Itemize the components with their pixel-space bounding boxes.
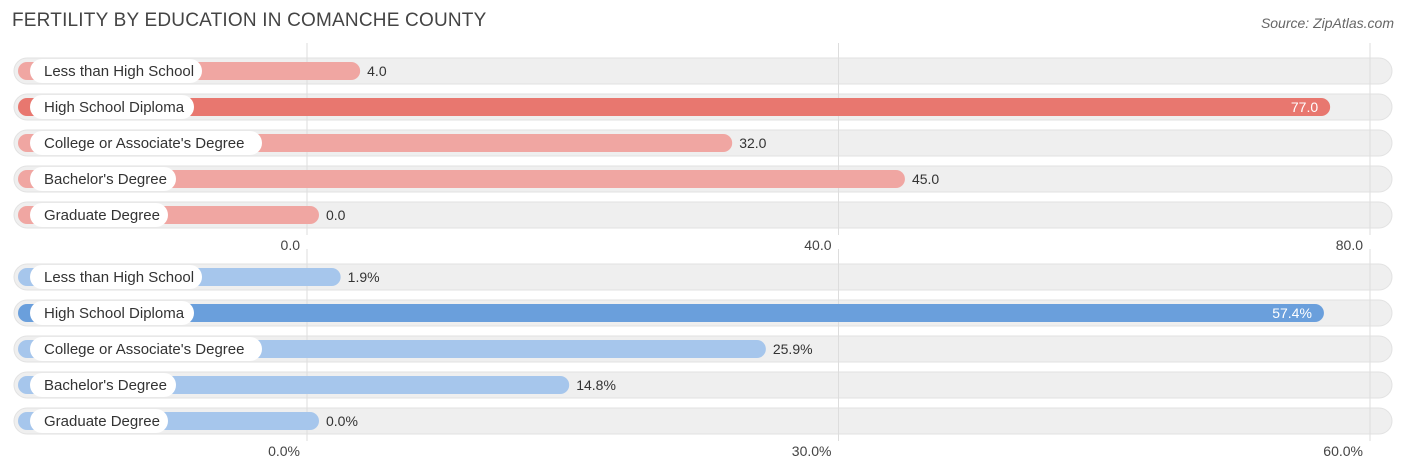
category-label: Bachelor's Degree [44, 171, 167, 188]
bar-track [13, 201, 1393, 229]
tick-label: 60.0% [1323, 443, 1363, 459]
tick-label: 0.0 [281, 237, 301, 253]
category-label-pill [30, 167, 176, 191]
bar [18, 304, 1324, 322]
category-label: High School Diploma [44, 305, 185, 322]
source-label: Source: ZipAtlas.com [1260, 15, 1394, 31]
bar-track [13, 263, 1393, 291]
value-label: 45.0 [912, 171, 939, 187]
category-label: College or Associate's Degree [44, 135, 244, 152]
tick-label: 40.0 [804, 237, 831, 253]
value-label: 1.9% [348, 269, 380, 285]
bar-track [13, 407, 1393, 435]
value-label: 0.0% [326, 413, 358, 429]
category-label-pill [30, 95, 194, 119]
category-label-pill [30, 409, 168, 433]
category-label: Graduate Degree [44, 413, 160, 430]
value-label: 0.0 [326, 207, 346, 223]
bar [18, 98, 1331, 116]
category-label-pill [30, 337, 262, 361]
chart-title: FERTILITY BY EDUCATION IN COMANCHE COUNT… [12, 10, 487, 31]
category-label-pill [30, 301, 194, 325]
category-label: College or Associate's Degree [44, 341, 244, 358]
value-label: 14.8% [576, 377, 616, 393]
tick-label: 80.0 [1336, 237, 1363, 253]
category-label: Bachelor's Degree [44, 377, 167, 394]
value-label: 4.0 [367, 63, 387, 79]
tick-label: 30.0% [792, 443, 832, 459]
value-label: 32.0 [739, 135, 766, 151]
category-label: Less than High School [44, 269, 194, 286]
value-label: 57.4% [1272, 305, 1312, 321]
tick-label: 0.0% [268, 443, 300, 459]
bar [18, 170, 905, 188]
category-label: Less than High School [44, 63, 194, 80]
value-label: 25.9% [773, 341, 813, 357]
category-label: Graduate Degree [44, 207, 160, 224]
value-label: 77.0 [1291, 99, 1318, 115]
category-label-pill [30, 203, 168, 227]
category-label-pill [30, 131, 262, 155]
category-label: High School Diploma [44, 99, 185, 116]
bar-track [13, 57, 1393, 85]
category-label-pill [30, 59, 202, 83]
category-label-pill [30, 265, 202, 289]
category-label-pill [30, 373, 176, 397]
